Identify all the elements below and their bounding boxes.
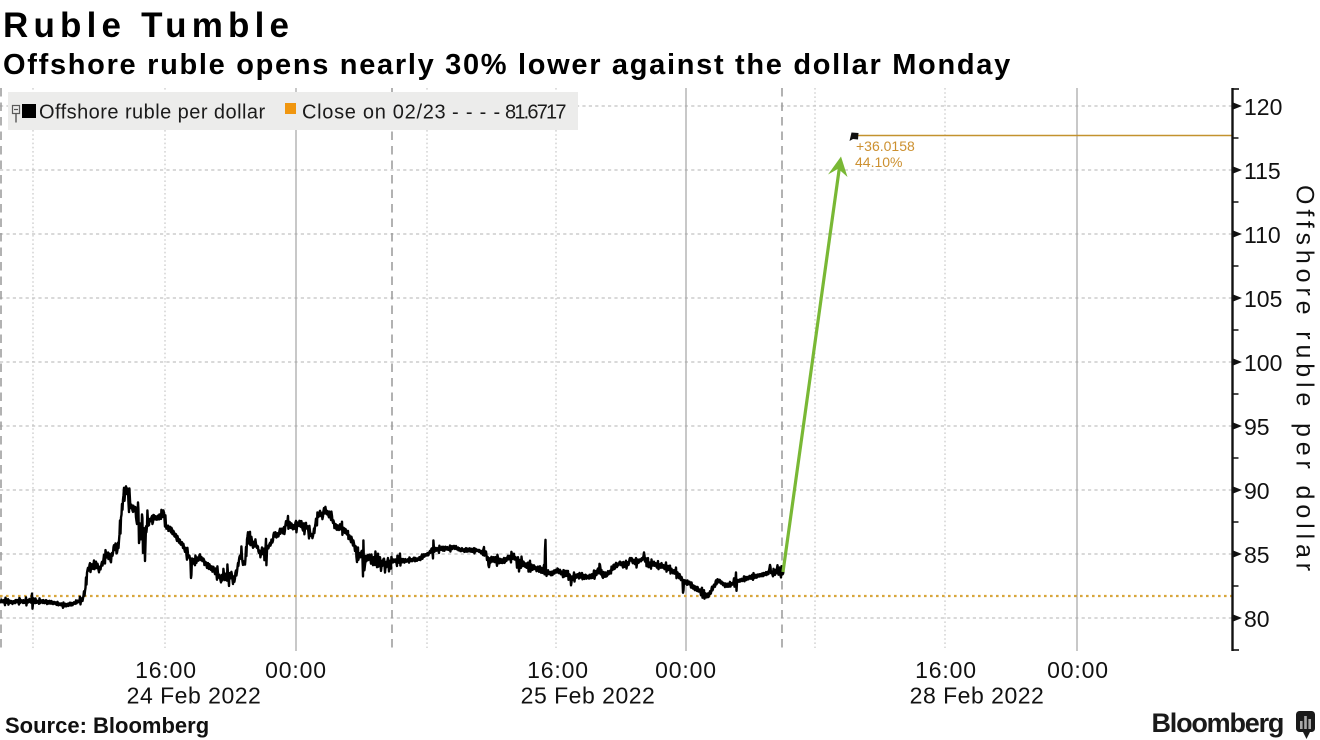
svg-text:+36.0158: +36.0158 — [856, 138, 915, 154]
svg-text:24 Feb 2022: 24 Feb 2022 — [127, 683, 262, 709]
svg-text:95: 95 — [1244, 414, 1270, 440]
svg-text:25 Feb 2022: 25 Feb 2022 — [521, 683, 656, 709]
svg-text:16:00: 16:00 — [915, 657, 977, 683]
svg-text:- - - -: - - - - — [452, 102, 501, 124]
svg-text:Ruble Tumble: Ruble Tumble — [3, 6, 294, 45]
svg-text:16:00: 16:00 — [135, 657, 197, 683]
svg-text:110: 110 — [1244, 222, 1281, 248]
svg-text:80: 80 — [1244, 606, 1270, 632]
svg-text:100: 100 — [1244, 350, 1282, 376]
svg-text:00:00: 00:00 — [1047, 657, 1109, 683]
svg-text:Source: Bloomberg: Source: Bloomberg — [5, 713, 209, 738]
svg-text:90: 90 — [1244, 478, 1270, 504]
svg-text:Close on 02/23: Close on 02/23 — [302, 102, 446, 124]
svg-text:Offshore ruble per dollar: Offshore ruble per dollar — [39, 102, 266, 124]
svg-text:16:00: 16:00 — [527, 657, 589, 683]
svg-text:81.6717: 81.6717 — [505, 102, 566, 124]
svg-text:Offshore ruble per dollar: Offshore ruble per dollar — [1291, 185, 1319, 576]
svg-text:44.10%: 44.10% — [855, 154, 902, 170]
svg-text:Offshore ruble opens nearly 30: Offshore ruble opens nearly 30% lower ag… — [3, 49, 1012, 81]
svg-text:105: 105 — [1244, 286, 1282, 312]
svg-text:115: 115 — [1244, 158, 1281, 184]
svg-text:28 Feb 2022: 28 Feb 2022 — [910, 683, 1045, 709]
svg-text:00:00: 00:00 — [655, 657, 717, 683]
svg-text:Bloomberg: Bloomberg — [1152, 708, 1284, 738]
svg-text:120: 120 — [1244, 94, 1282, 120]
svg-text:00:00: 00:00 — [265, 657, 327, 683]
svg-text:85: 85 — [1244, 542, 1270, 568]
